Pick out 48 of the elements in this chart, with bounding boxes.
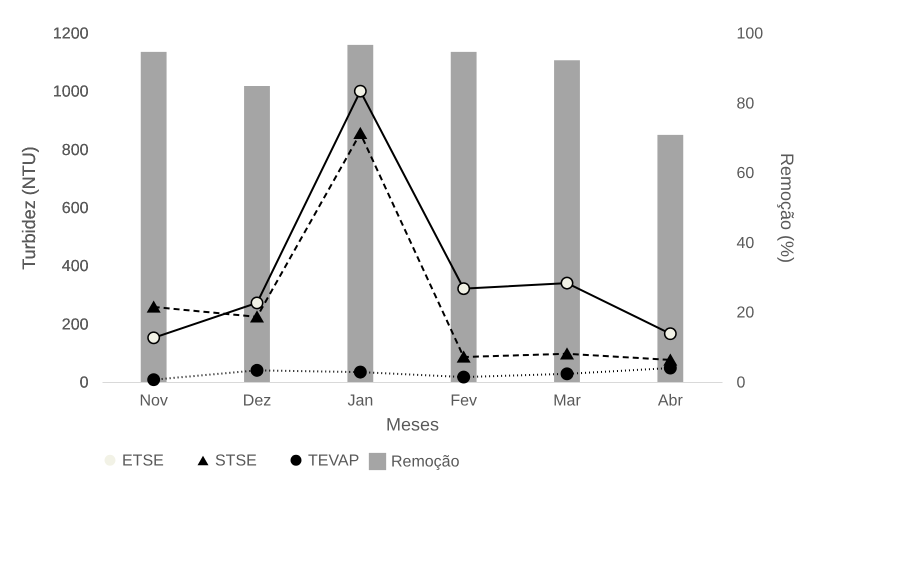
legend-label: Remoção bbox=[391, 454, 460, 470]
y-tick-label: 600 bbox=[62, 200, 89, 217]
bar bbox=[450, 52, 477, 382]
legend-label: STSE bbox=[215, 452, 257, 470]
point bbox=[354, 84, 367, 98]
x-tick-label: Abr bbox=[658, 392, 684, 410]
y-tick-label: 800 bbox=[62, 142, 89, 159]
y2-axis-title: Remoção (%) bbox=[777, 152, 798, 264]
point bbox=[250, 296, 264, 310]
x-tick-label: Dez bbox=[242, 392, 272, 410]
y2-tick-label: 80 bbox=[736, 95, 754, 112]
bar bbox=[554, 60, 580, 382]
y-tick-label: 1200 bbox=[52, 26, 89, 42]
point bbox=[560, 276, 574, 290]
y2-tick-label: 20 bbox=[736, 304, 754, 322]
bar bbox=[140, 52, 167, 382]
bar bbox=[244, 86, 270, 382]
bar bbox=[657, 134, 684, 382]
point bbox=[250, 364, 264, 377]
x-tick-label: Fev bbox=[450, 392, 478, 410]
x-tick-label: Jan bbox=[347, 392, 374, 410]
legend-label: TEVAP bbox=[308, 452, 360, 470]
point bbox=[250, 311, 264, 323]
x-tick-label: Mar bbox=[553, 392, 582, 410]
x-axis-title: Meses bbox=[386, 414, 440, 434]
point bbox=[147, 331, 160, 344]
y-tick-label: 1000 bbox=[52, 84, 89, 101]
y-tick-label: 400 bbox=[62, 258, 89, 276]
y-tick-label: 200 bbox=[62, 316, 89, 334]
point bbox=[354, 128, 367, 140]
y2-tick-label: 100 bbox=[736, 26, 764, 42]
y-axis-title: Turbidez (NTU) bbox=[18, 146, 39, 270]
point bbox=[457, 351, 470, 363]
point bbox=[147, 373, 160, 386]
point bbox=[560, 367, 574, 380]
y2-tick-label: 0 bbox=[736, 374, 746, 392]
point bbox=[664, 327, 677, 340]
point bbox=[560, 348, 574, 360]
x-tick-label: Nov bbox=[139, 392, 168, 410]
y2-tick-label: 60 bbox=[736, 165, 754, 182]
y2-tick-label: 40 bbox=[736, 234, 754, 252]
point bbox=[354, 366, 367, 379]
legend-label: ETSE bbox=[122, 452, 164, 470]
bar bbox=[347, 44, 374, 382]
point bbox=[457, 370, 470, 384]
point bbox=[147, 301, 160, 313]
point bbox=[457, 282, 470, 296]
y-tick-label: 0 bbox=[80, 374, 89, 392]
